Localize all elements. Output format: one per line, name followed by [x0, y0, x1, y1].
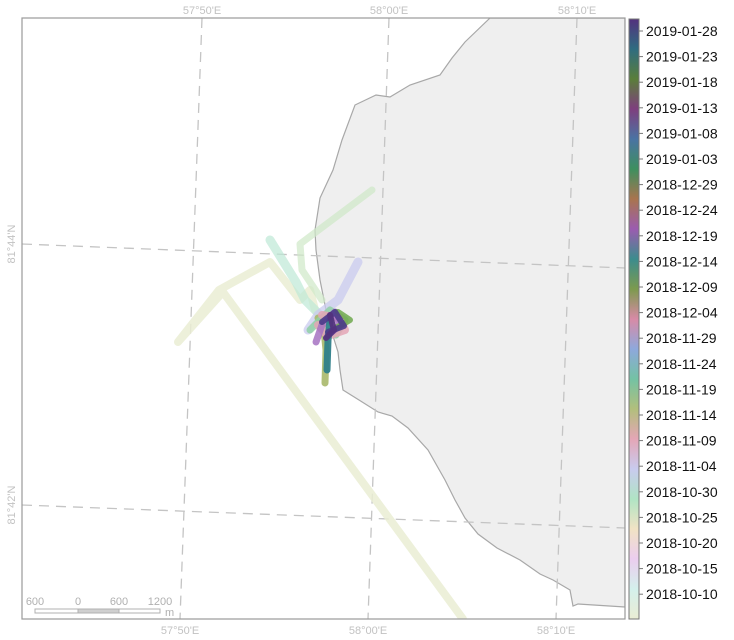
scale-label: 600 [110, 596, 128, 608]
legend-date-label: 2018-10-15 [646, 561, 718, 577]
legend-date-label: 2018-12-04 [646, 305, 718, 321]
graticule [22, 18, 625, 619]
scale-label: 1200 [148, 596, 172, 608]
scale-bar-segment [118, 608, 161, 614]
scale-bar-segment [34, 608, 79, 614]
legend-labels: 2019-01-28 2019-01-23 2019-01-18 2019-01-13… [639, 23, 718, 602]
animal-tracks [174, 186, 467, 619]
legend-date-label: 2018-12-09 [646, 279, 718, 295]
legend-date-label: 2018-12-24 [646, 202, 718, 218]
scale-unit: m [165, 607, 174, 619]
lon-label-bottom: 57°50'E [161, 625, 199, 637]
lat-label-left: 81°42'N [6, 485, 18, 524]
legend-date-label: 2019-01-18 [646, 74, 718, 90]
legend-date-label: 2019-01-13 [646, 100, 718, 116]
lon-label-top: 58°10'E [558, 5, 596, 17]
date-legend: 2019-01-28 2019-01-23 2019-01-18 2019-01-13… [628, 18, 718, 620]
lon-label-top: 58°00'E [370, 5, 408, 17]
parallel-line [22, 243, 625, 269]
scale-bar: 600 0 600 1200 m [26, 596, 174, 619]
legend-date-label: 2018-10-20 [646, 535, 718, 551]
legend-date-label: 2018-11-14 [646, 407, 717, 423]
legend-date-label: 2019-01-03 [646, 151, 718, 167]
track-segment-jan-b [323, 312, 337, 341]
track-segment-late-oct [296, 186, 376, 304]
legend-date-label: 2019-01-08 [646, 125, 718, 141]
lon-label-top: 57°50'E [183, 5, 221, 17]
legend-date-label: 2018-10-25 [646, 509, 718, 525]
parallel-line [22, 504, 625, 529]
legend-date-label: 2018-10-30 [646, 484, 718, 500]
legend-date-label: 2018-12-14 [646, 253, 718, 269]
colorbar [628, 18, 640, 620]
legend-date-label: 2018-11-24 [646, 356, 717, 372]
lon-label-bottom: 58°10'E [537, 625, 575, 637]
track-segment-oct [265, 235, 325, 320]
map-frame [21, 17, 626, 620]
lon-label-bottom: 58°00'E [349, 625, 387, 637]
land-polygon [314, 18, 625, 608]
scale-label: 600 [26, 596, 44, 608]
lat-label-left: 81°44'N [6, 224, 18, 263]
legend-date-label: 2018-11-29 [646, 330, 717, 346]
meridian-line [179, 18, 203, 619]
legend-date-label: 2018-11-19 [646, 381, 717, 397]
legend-date-label: 2018-11-09 [646, 433, 717, 449]
track-segment-dec-c [323, 316, 334, 374]
meridian-line [555, 18, 578, 619]
scale-bar-segment [77, 608, 120, 614]
legend-date-label: 2019-01-23 [646, 49, 718, 65]
legend-date-label: 2018-10-10 [646, 586, 718, 602]
legend-date-label: 2018-12-29 [646, 177, 718, 193]
legend-date-label: 2018-11-04 [646, 458, 717, 474]
legend-date-label: 2018-12-19 [646, 228, 718, 244]
legend-date-label: 2019-01-28 [646, 23, 718, 39]
scale-label: 0 [75, 596, 81, 608]
